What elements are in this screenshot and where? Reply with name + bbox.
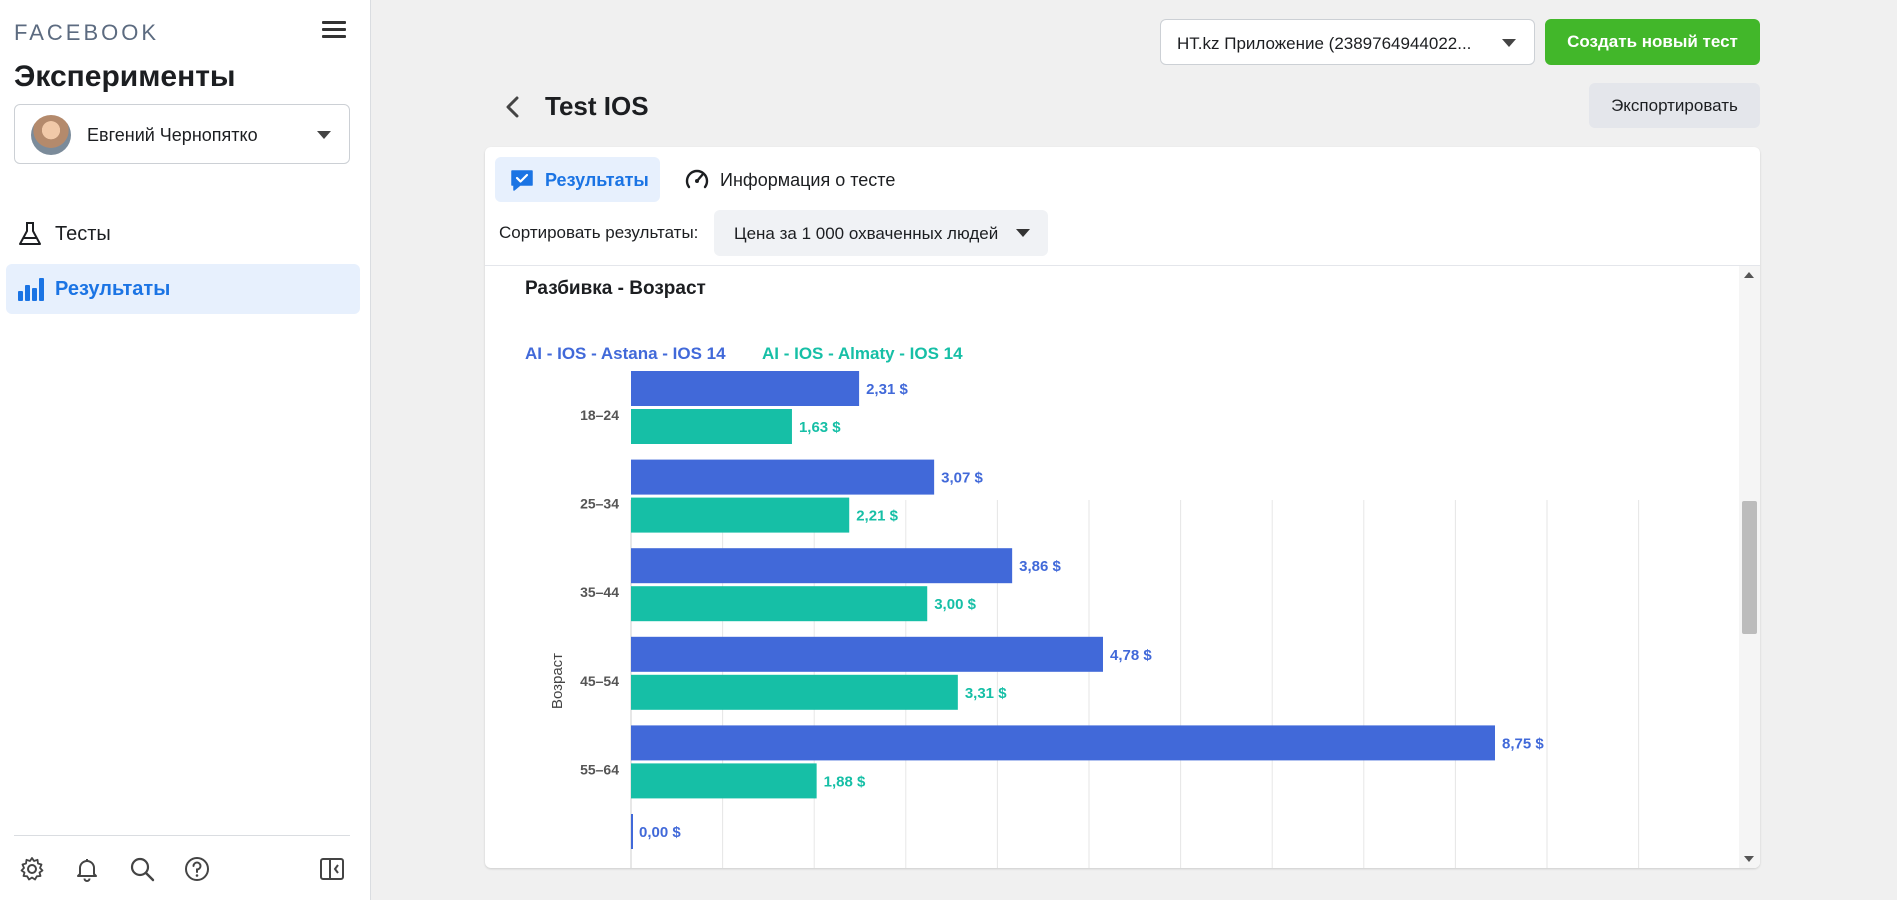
sidebar-item-results[interactable]: Результаты [6,264,360,314]
bar-astana-45–54 [631,636,1103,672]
tick-label-25–34: 25–34 [580,496,619,512]
data-label-astana: 8,75 $ [1502,735,1544,752]
data-label-almaty: 2,21 $ [856,508,898,525]
tick-label-18–24: 18–24 [580,407,619,423]
tab-results[interactable]: Результаты [495,157,660,202]
chevron-down-icon [317,131,331,139]
bar-almaty-18–24 [631,409,792,444]
sidebar-item-label: Тесты [55,223,111,245]
tick-label-35–44: 35–44 [580,584,619,600]
chevron-down-icon [1502,39,1516,47]
search-icon[interactable] [128,855,156,883]
create-test-button[interactable]: Создать новый тест [1545,19,1760,65]
page-title: Test IOS [545,91,649,121]
export-button[interactable]: Экспортировать [1589,83,1760,128]
sidebar-item-tests[interactable]: Тесты [6,209,360,259]
data-label-astana: 4,78 $ [1110,647,1152,664]
scroll-down-icon[interactable] [1744,856,1754,862]
hamburger-menu-icon[interactable] [322,18,348,44]
tick-label-55–64: 55–64 [580,761,619,777]
facebook-logo[interactable]: FACEBOOK [14,20,160,45]
legend-entry-almaty[interactable]: AI - IOS - Almaty - IOS 14 [762,344,963,363]
bar-almaty-35–44 [631,586,928,622]
tick-label-45–54: 45–54 [580,673,619,689]
sidebar-title: Эксперименты [14,60,236,93]
bar-astana-25–34 [631,459,935,495]
account-name: Евгений Чернопятко [87,125,258,145]
bar-astana-18–24 [631,371,860,406]
results-card: Результаты Информация о тесте Сортироват… [485,147,1760,868]
legend-entry-astana[interactable]: AI - IOS - Astana - IOS 14 [525,344,726,363]
bar-astana-35–44 [631,548,1013,584]
gear-icon[interactable] [18,855,46,883]
app-selector-value: HT.kz Приложение (2389764944022... [1177,34,1472,53]
scroll-thumb[interactable] [1742,501,1757,634]
data-label-almaty: 1,88 $ [824,773,866,790]
bar-almaty-45–54 [631,674,958,710]
data-label-astana: 3,07 $ [941,470,983,487]
scroll-up-icon[interactable] [1744,272,1754,278]
age-breakdown-chart: Возраст 2,31 $ 1,63 $ 18–24 3,07 $ 2,21 $ 25–3… [549,371,1640,868]
sort-label: Сортировать результаты: [499,223,699,242]
tab-label: Информация о тесте [720,170,896,190]
data-label-astana: 3,86 $ [1019,558,1061,575]
sort-dropdown-value: Цена за 1 000 охваченных людей [734,224,999,243]
sidebar: FACEBOOK Эксперименты Евгений Чернопятко… [0,0,371,900]
chart-title: Разбивка - Возраст [525,278,706,299]
avatar [31,115,71,155]
data-label-partial: 0,00 $ [639,824,681,841]
sidebar-item-label: Результаты [55,278,171,300]
bell-icon[interactable] [73,855,101,883]
vertical-scrollbar[interactable] [1739,266,1760,868]
bar-almaty-25–34 [631,497,850,533]
data-label-almaty: 1,63 $ [799,419,841,436]
divider [14,835,350,836]
data-label-almaty: 3,31 $ [965,685,1007,702]
bar-astana-55–64 [631,725,1495,761]
data-label-almaty: 3,00 $ [934,596,976,613]
flask-icon [19,222,41,245]
tab-label: Результаты [545,170,649,190]
help-icon[interactable] [183,855,211,883]
gauge-icon [685,169,709,189]
bar-almaty-55–64 [631,763,817,799]
bar-chart-icon [18,278,44,301]
data-label-astana: 2,31 $ [866,381,908,398]
app-selector[interactable]: HT.kz Приложение (2389764944022... [1160,19,1535,65]
bar-astana-partial [631,814,633,849]
tab-test-info[interactable]: Информация о тесте [670,157,910,202]
panel-toggle-icon[interactable] [318,855,346,883]
divider [485,265,1760,266]
chat-check-icon [511,170,533,191]
sort-dropdown[interactable]: Цена за 1 000 охваченных людей [714,210,1048,256]
chevron-down-icon [1016,229,1030,237]
back-arrow-icon[interactable] [498,92,528,122]
y-axis-label: Возраст [549,653,566,709]
account-selector[interactable]: Евгений Чернопятко [14,104,350,164]
